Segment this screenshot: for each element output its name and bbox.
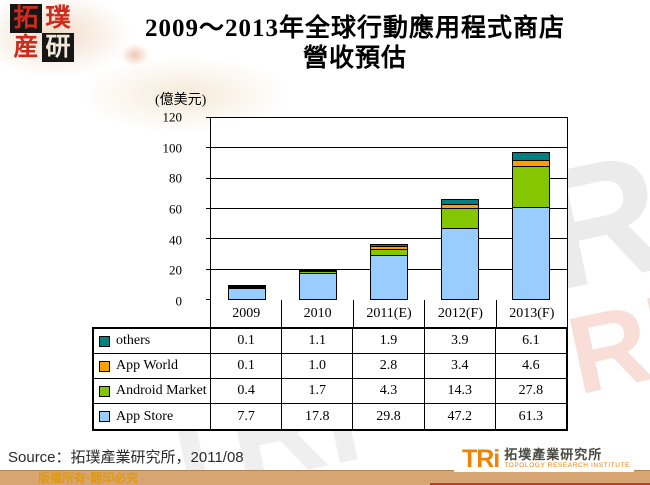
bar-column-2010 (282, 118, 353, 300)
title-line-1: 2009～2013年全球行動應用程式商店 (144, 15, 565, 42)
grid-line (211, 208, 567, 209)
x-category-label: 2009 (211, 300, 283, 327)
table-row-others: others 0.1 1.1 1.9 3.9 6.1 (94, 329, 566, 354)
x-axis-category-row: 2009 2010 2011(E) 2012(F) 2013(F) (210, 300, 568, 328)
bar-segment-app-store (298, 273, 337, 300)
legend-cell-app-world: App World (94, 354, 211, 378)
y-tick-label: 120 (162, 109, 183, 125)
table-value: 14.3 (425, 379, 496, 403)
y-tick-label: 80 (169, 170, 182, 186)
legend-label-others: others (116, 333, 151, 348)
stamp-char: 産 (13, 34, 39, 61)
legend-swatch-others (99, 335, 110, 347)
legend-swatch-app-store (99, 411, 110, 422)
data-table: others 0.1 1.1 1.9 3.9 6.1 App World 0.1… (92, 327, 568, 431)
legend-swatch-android-market (99, 385, 110, 397)
stamp-char: 研 (42, 33, 74, 62)
table-value: 1.7 (282, 379, 354, 403)
y-axis-labels: 0 20 40 60 80 100 120 (120, 111, 196, 308)
stamp-char: 璞 (45, 5, 71, 32)
legend-label-app-world: App World (116, 358, 179, 373)
plot-area (206, 117, 568, 301)
grid-line (211, 177, 567, 179)
table-value: 0.1 (211, 329, 283, 353)
bar-segment-app-store (369, 254, 408, 300)
table-value: 1.1 (282, 329, 354, 353)
bar-segment-app-store (227, 288, 266, 300)
table-row-app-store: App Store 7.7 17.8 29.8 47.2 61.3 (94, 404, 566, 429)
copyright-text: 版權所有‧翻印必究 (38, 471, 139, 485)
stacked-bar-2009 (227, 285, 266, 300)
bar-column-2012(F) (425, 118, 496, 300)
company-stamp-logo: 拓 璞 産 研 (10, 4, 74, 62)
stacked-bar-2012(F) (441, 198, 480, 300)
table-value: 47.2 (425, 404, 496, 429)
legend-swatch-app-world (99, 360, 110, 372)
y-tick-mark (206, 208, 211, 209)
legend-label-android-market: Android Market (116, 383, 207, 398)
stamp-char: 拓 (10, 4, 42, 33)
bar-segment-app-store (441, 228, 480, 300)
table-value: 0.1 (211, 354, 283, 378)
x-category-label: 2013(F) (509, 305, 555, 321)
table-value: 61.3 (518, 408, 544, 424)
stacked-bar-2010 (298, 269, 337, 300)
y-axis-unit-label: (億美元) (155, 93, 207, 108)
footer-bar: 版權所有‧翻印必究 (0, 470, 650, 485)
tri-brand-logo: TRi 拓墣產業研究所 TOPOLOGY RESEARCH INSTITUTE (453, 445, 634, 473)
table-value: 1.0 (282, 354, 354, 378)
y-tick-label: 60 (169, 201, 182, 217)
table-value: 1.9 (353, 329, 425, 353)
stacked-bar-2011(E) (369, 244, 408, 300)
bar-segment-app-store (512, 207, 551, 300)
table-value: 3.4 (425, 354, 496, 378)
table-value: 0.4 (211, 379, 283, 403)
tri-logotype: TRi (461, 445, 500, 473)
y-tick-label: 0 (175, 293, 183, 309)
table-value: 17.8 (282, 404, 354, 429)
legend-cell-app-store: App Store (94, 404, 211, 429)
table-value: 2.8 (353, 354, 425, 378)
table-value: 4.6 (522, 358, 540, 373)
x-category-label: 2011(E) (354, 300, 426, 327)
legend-cell-android-market: Android Market (94, 379, 211, 403)
table-value: 7.7 (211, 404, 283, 429)
table-value: 29.8 (353, 404, 425, 429)
y-tick-mark (206, 299, 211, 300)
title-line-2: 營收預估 (302, 45, 407, 72)
stacked-bar-2013(F) (512, 151, 551, 300)
footer-red-edge (430, 483, 650, 485)
y-tick-label: 20 (169, 262, 182, 278)
table-value: 3.9 (425, 329, 496, 353)
bar-column-2013(F) (496, 118, 567, 300)
y-tick-label: 100 (162, 140, 183, 156)
legend-cell-others: others (94, 329, 211, 353)
legend-label-app-store: App Store (116, 408, 174, 424)
bar-column-2011(E) (353, 118, 424, 300)
table-row-app-world: App World 0.1 1.0 2.8 3.4 4.6 (94, 354, 566, 379)
y-tick-mark (206, 147, 211, 149)
grid-line (211, 147, 567, 149)
y-tick-mark (206, 177, 211, 179)
y-tick-label: 40 (169, 232, 182, 248)
tri-brand-en: TOPOLOGY RESEARCH INSTITUTE (504, 462, 630, 469)
source-attribution: Source：拓璞產業研究所，2011/08 (8, 449, 244, 466)
x-category-label: 2012(F) (425, 300, 497, 327)
table-value: 27.8 (518, 383, 544, 398)
table-value: 4.3 (353, 379, 425, 403)
table-value: 6.1 (522, 333, 540, 348)
table-row-android-market: Android Market 0.4 1.7 4.3 14.3 27.8 (94, 379, 566, 404)
bar-column-2009 (211, 118, 282, 300)
x-category-label: 2010 (282, 300, 354, 327)
tri-brand-cjk: 拓墣產業研究所 (504, 447, 603, 462)
bar-segment-android-market (441, 207, 480, 230)
bar-segment-android-market (512, 165, 551, 209)
y-tick-mark (206, 117, 211, 118)
y-tick-mark (206, 238, 211, 240)
page-title: 2009～2013年全球行動應用程式商店 營收預估 (85, 14, 625, 74)
grid-line (211, 238, 567, 240)
y-tick-mark (206, 268, 211, 270)
